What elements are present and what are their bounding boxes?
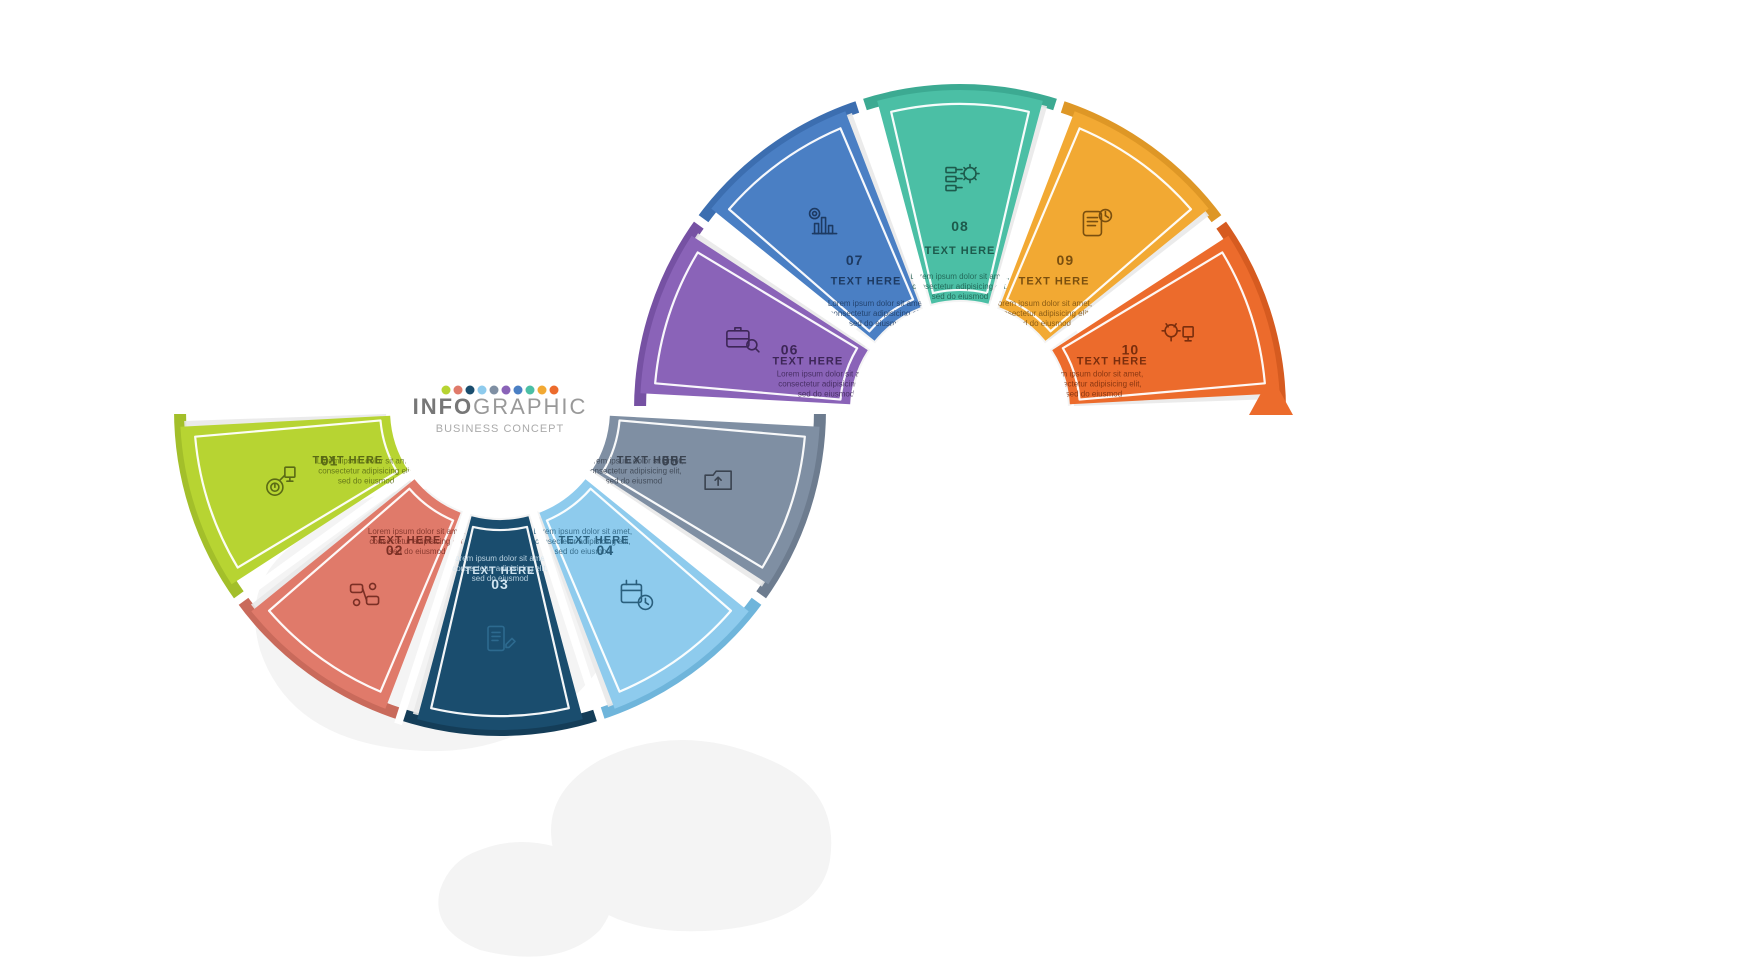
segment-title: TEXT HERE: [1077, 356, 1148, 368]
center-title: INFOGRAPHIC: [413, 394, 588, 419]
segment-body-line: sed do eiusmod: [798, 389, 854, 398]
segment-body-line: Lorem ipsum dolor sit amet,: [585, 457, 684, 466]
segment-body-line: consectetur adipisicing elit,: [535, 537, 631, 546]
segment-body-line: Lorem ipsum dolor sit amet,: [993, 299, 1092, 308]
segment-body-line: Lorem ipsum dolor sit amet,: [533, 527, 632, 536]
segment-title: TEXT HERE: [1019, 276, 1090, 288]
segment-body-line: Lorem ipsum dolor sit amet,: [317, 457, 416, 466]
segment-body-line: consectetur adipisicing elit,: [369, 537, 465, 546]
segment-title: TEXT HERE: [831, 276, 902, 288]
segment-number: 09: [1057, 252, 1075, 268]
segment-body-line: Lorem ipsum dolor sit amet,: [911, 272, 1010, 281]
segment-body-line: sed do eiusmod: [555, 547, 611, 556]
segment-body-line: sed do eiusmod: [1066, 389, 1122, 398]
center-subtitle: BUSINESS CONCEPT: [436, 423, 564, 435]
segment-body-line: consectetur adipisicing elit,: [452, 564, 548, 573]
segment-body-line: consectetur adipisicing elit,: [318, 467, 414, 476]
segment-body-line: sed do eiusmod: [389, 547, 445, 556]
segment-body-line: sed do eiusmod: [606, 477, 662, 486]
segment-body-line: consectetur adipisicing elit,: [586, 467, 682, 476]
segment-number: 07: [846, 252, 864, 268]
segment-body-line: sed do eiusmod: [932, 292, 988, 301]
segment-body-line: Lorem ipsum dolor sit amet,: [368, 527, 467, 536]
segment-body-line: sed do eiusmod: [472, 574, 528, 583]
segment-body-line: sed do eiusmod: [338, 477, 394, 486]
segment-body-line: consectetur adipisicing elit,: [912, 282, 1008, 291]
segment-number: 08: [951, 218, 969, 234]
segment-body-line: Lorem ipsum dolor sit amet,: [828, 299, 927, 308]
segment-body-line: Lorem ipsum dolor sit amet,: [451, 554, 550, 563]
segment-title: TEXT HERE: [772, 356, 843, 368]
segment-title: TEXT HERE: [925, 245, 996, 257]
bottom-ring-hole: [852, 302, 1068, 518]
